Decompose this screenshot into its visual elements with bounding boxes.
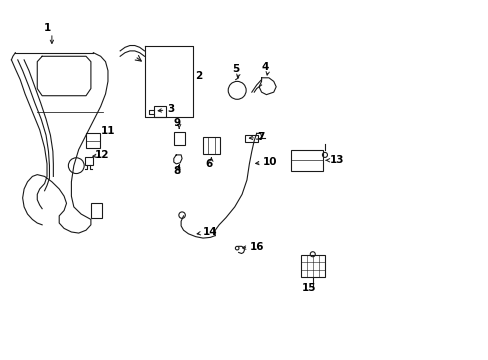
Bar — [203, 137, 220, 154]
Text: 14: 14 — [202, 227, 217, 237]
Text: 7: 7 — [257, 132, 264, 142]
Bar — [154, 107, 166, 117]
Text: 13: 13 — [329, 154, 343, 165]
Text: 12: 12 — [94, 150, 109, 160]
Text: 8: 8 — [173, 166, 180, 176]
Text: 4: 4 — [261, 62, 268, 72]
Bar — [173, 132, 184, 145]
Text: 6: 6 — [205, 159, 213, 169]
Text: 15: 15 — [302, 283, 316, 293]
Bar — [91, 203, 102, 218]
Text: 3: 3 — [167, 104, 174, 114]
Text: 5: 5 — [232, 64, 239, 74]
Text: 1: 1 — [43, 23, 51, 33]
Text: 11: 11 — [101, 126, 115, 135]
Text: 10: 10 — [262, 157, 277, 167]
Bar — [84, 157, 93, 165]
Text: 16: 16 — [249, 242, 264, 252]
Bar — [290, 149, 322, 171]
Bar — [86, 134, 100, 148]
Bar — [244, 135, 258, 141]
Bar — [300, 255, 325, 277]
Text: 9: 9 — [173, 118, 181, 128]
Text: 2: 2 — [194, 71, 202, 81]
